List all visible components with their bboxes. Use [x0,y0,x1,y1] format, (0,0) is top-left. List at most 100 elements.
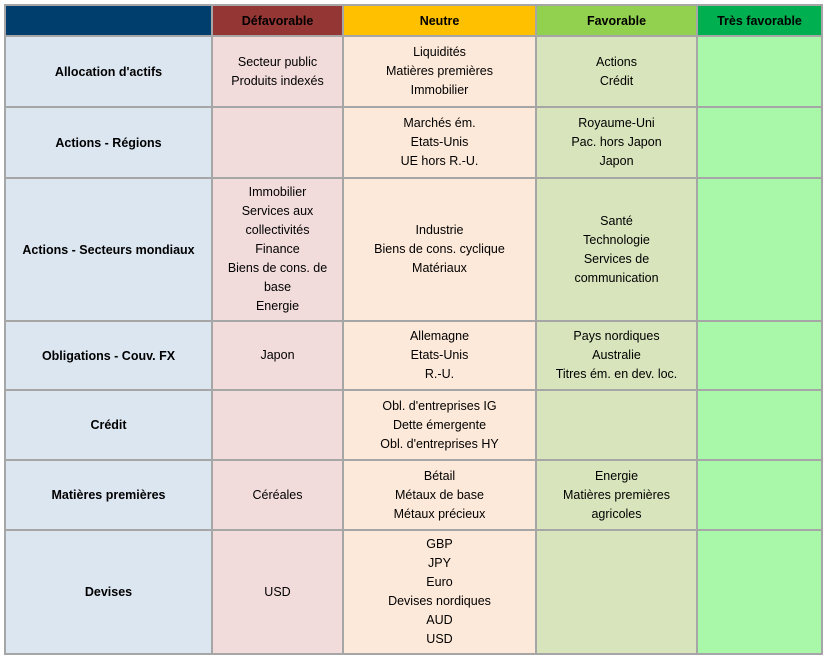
table-row: Actions - Régions Marchés ém. Etats-Unis UE… [4,106,823,179]
cell-item: Céréales [252,487,303,502]
cell-tres-favorable [696,35,823,108]
table-row: Actions - Secteurs mondiaux Immobilier Ser… [4,177,823,322]
cell-item: base [263,280,292,294]
allocation-table: Défavorable Neutre Favorable Très favora… [4,4,823,655]
cell-neutre: Marchés ém. Etats-Unis UE hors R.-U. [342,106,537,179]
cell-item: Secteur public [237,54,318,69]
cell-item: Actions [596,54,637,69]
cell-item: GBP [426,537,453,551]
header-corner [4,4,213,37]
cell-item: Bétail [423,468,456,483]
header-neutre: Neutre [342,4,537,37]
cell-item: USD [426,632,453,646]
row-label: Allocation d'actifs [4,35,213,108]
cell-item: JPY [428,556,451,570]
cell-neutre: Obl. d'entreprises IG Dette émergente Obl.… [342,389,537,461]
table-row: Devises USD GBP JPY Euro Devises nordiques AUD… [4,529,823,655]
table-body: Allocation d'actifs Secteur public Produit… [4,35,823,655]
cell-item: Services aux [241,204,314,218]
header-row: Défavorable Neutre Favorable Très favora… [4,4,823,37]
cell-item: Marchés ém. [403,116,476,130]
cell-item: Euro [426,575,453,589]
table-row: Obligations - Couv. FX Japon Allemagne Etat… [4,320,823,391]
cell-item: Pac. hors Japon [571,135,662,149]
cell-item: AUD [426,613,453,627]
cell-favorable [535,529,698,655]
cell-favorable: Royaume-Uni Pac. hors Japon Japon [535,106,698,179]
cell-item: agricoles [591,506,642,521]
cell-item: Obl. d'entreprises IG [382,398,497,413]
cell-item: Energie [255,299,300,313]
cell-defavorable: Céréales [211,459,344,531]
cell-item: Dette émergente [392,417,487,432]
cell-item: Japon [260,348,295,362]
table-row: Allocation d'actifs Secteur public Produit… [4,35,823,108]
cell-item: Obl. d'entreprises HY [380,436,499,451]
cell-item: Technologie [583,232,650,247]
cell-item: communication [574,270,659,285]
cell-defavorable [211,389,344,461]
row-label: Obligations - Couv. FX [4,320,213,391]
cell-item: Métaux de base [395,487,484,502]
cell-defavorable: Japon [211,320,344,391]
cell-neutre: Allemagne Etats-Unis R.-U. [342,320,537,391]
row-label: Matières premières [4,459,213,531]
cell-favorable [535,389,698,461]
cell-tres-favorable [696,389,823,461]
row-label: Devises [4,529,213,655]
cell-item: Energie [594,468,639,483]
cell-item: Matières premières [563,487,670,502]
cell-item: Allemagne [409,329,470,343]
cell-item: Liquidités [413,45,466,59]
cell-item: collectivités [245,223,310,237]
cell-item: UE hors R.-U. [400,154,479,168]
cell-item: Biens de cons. cyclique [374,242,505,256]
cell-neutre: Bétail Métaux de base Métaux précieux [342,459,537,531]
cell-item: USD [264,584,291,599]
cell-item: Etats-Unis [410,348,469,362]
cell-item: Finance [255,242,300,256]
cell-item: Services de [583,251,650,266]
row-label: Crédit [4,389,213,461]
row-label: Actions - Régions [4,106,213,179]
cell-item: Australie [592,348,641,362]
cell-defavorable: USD [211,529,344,655]
cell-item: Matières premières [386,64,493,78]
cell-item: Crédit [599,73,634,88]
cell-item: Immobilier [248,185,307,199]
row-label: Actions - Secteurs mondiaux [4,177,213,322]
cell-tres-favorable [696,320,823,391]
cell-favorable: Energie Matières premières agricoles [535,459,698,531]
cell-neutre: Liquidités Matières premières Immobilier [342,35,537,108]
table-row: Crédit Obl. d'entreprises IG Dette émergen… [4,389,823,461]
cell-item: Titres ém. en dev. loc. [555,367,678,381]
cell-item: Métaux précieux [393,506,486,521]
cell-item: Matériaux [412,261,467,275]
cell-tres-favorable [696,106,823,179]
cell-tres-favorable [696,177,823,322]
cell-defavorable [211,106,344,179]
cell-item: Pays nordiques [573,329,660,343]
cell-item: R.-U. [424,367,455,381]
cell-tres-favorable [696,529,823,655]
table-row: Matières premières Céréales Bétail Métaux d… [4,459,823,531]
header-favorable: Favorable [535,4,698,37]
cell-neutre: Industrie Biens de cons. cyclique Matériau… [342,177,537,322]
cell-item: Produits indexés [231,73,324,88]
cell-defavorable: Secteur public Produits indexés [211,35,344,108]
cell-favorable: Actions Crédit [535,35,698,108]
cell-item: Santé [600,213,633,228]
cell-item: Devises nordiques [388,594,491,608]
cell-item: Japon [599,154,634,168]
cell-tres-favorable [696,459,823,531]
cell-item: Biens de cons. de [227,261,328,275]
cell-item: Etats-Unis [410,135,469,149]
header-tres-favorable: Très favorable [696,4,823,37]
cell-defavorable: Immobilier Services aux collectivités Finan… [211,177,344,322]
cell-item: Industrie [415,223,464,237]
cell-item: Immobilier [410,83,469,97]
header-defavorable: Défavorable [211,4,344,37]
cell-item: Royaume-Uni [578,116,655,130]
cell-neutre: GBP JPY Euro Devises nordiques AUD USD [342,529,537,655]
cell-favorable: Pays nordiques Australie Titres ém. en dev… [535,320,698,391]
